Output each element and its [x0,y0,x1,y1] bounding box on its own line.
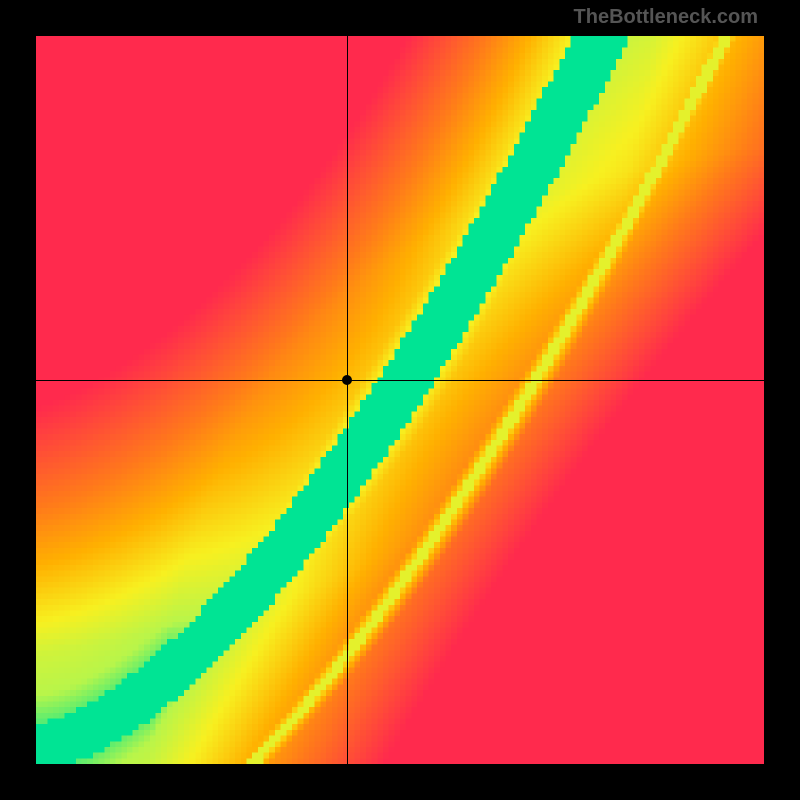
crosshair-vertical [347,36,348,764]
crosshair-horizontal [36,380,764,381]
heatmap-canvas [36,36,764,764]
heatmap-plot [36,36,764,764]
watermark-text: TheBottleneck.com [574,6,758,29]
crosshair-dot [342,375,352,385]
